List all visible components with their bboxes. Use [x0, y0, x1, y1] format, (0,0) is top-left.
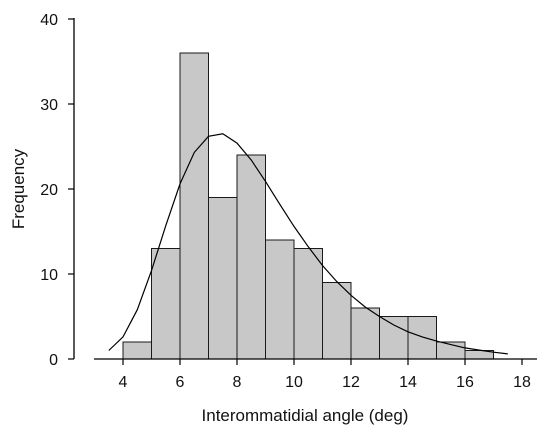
- y-tick-label-40: 40: [40, 12, 58, 29]
- ticks-layer: 4 6 8 10 12 14 16 18 0 10 20 30 40: [40, 12, 531, 391]
- histogram-bar-12-13: [350, 307, 380, 360]
- histogram-bar-7-8: [208, 197, 238, 360]
- x-tick-label-16: 16: [456, 374, 474, 391]
- histogram-bar-13-14: [379, 316, 409, 360]
- y-tick-label-10: 10: [40, 267, 58, 284]
- x-tick-label-12: 12: [342, 374, 360, 391]
- x-tick-label-8: 8: [233, 374, 242, 391]
- fit-curve: [108, 133, 508, 355]
- histogram-bar-9-10: [265, 239, 295, 360]
- histogram-bar-8-9: [236, 154, 266, 360]
- x-tick-label-10: 10: [285, 374, 303, 391]
- histogram-bar-5-6: [151, 248, 181, 360]
- x-tick-label-6: 6: [176, 374, 185, 391]
- x-axis-title: Interommatidial angle (deg): [202, 406, 409, 425]
- y-tick-label-30: 30: [40, 97, 58, 114]
- histogram-bar-14-15: [407, 316, 437, 360]
- x-tick-label-14: 14: [399, 374, 417, 391]
- histogram-bar-11-12: [322, 282, 352, 360]
- y-axis-title: Frequency: [9, 148, 28, 229]
- x-tick-label-4: 4: [119, 374, 128, 391]
- x-tick-label-18: 18: [513, 374, 531, 391]
- histogram-bar-4-5: [122, 341, 152, 360]
- y-tick-label-20: 20: [40, 182, 58, 199]
- y-tick-label-0: 0: [49, 352, 58, 369]
- histogram-bar-10-11: [293, 248, 323, 360]
- bars-layer: [122, 52, 494, 360]
- histogram-bar-6-7: [179, 52, 209, 360]
- fit-curve-layer: [108, 133, 508, 355]
